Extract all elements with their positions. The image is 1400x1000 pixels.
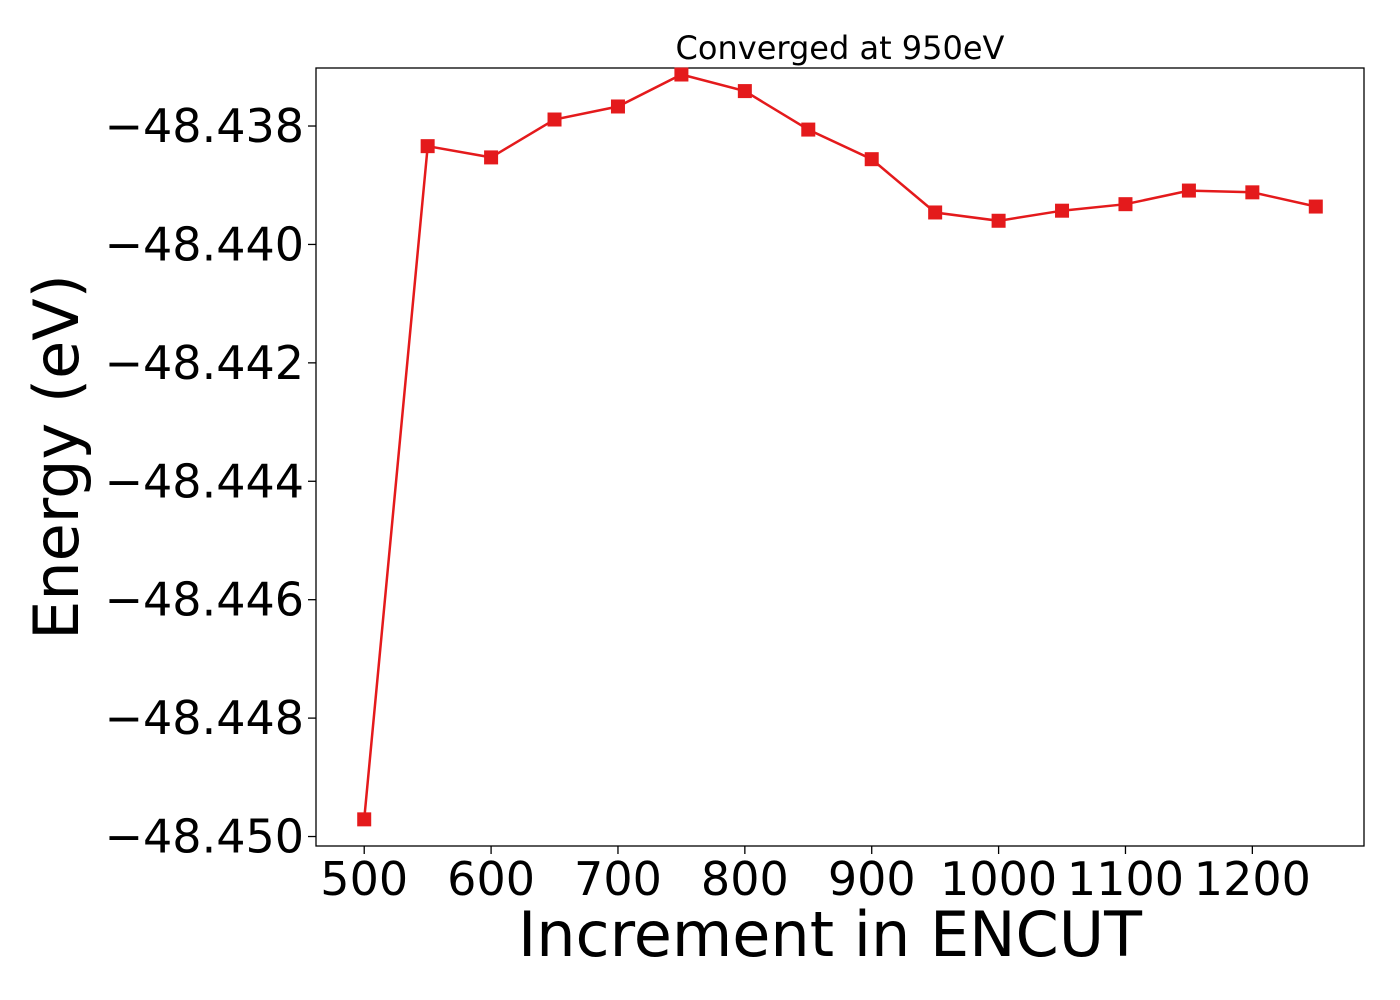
x-tick-label: 500 [320, 852, 408, 906]
y-tick-label: −48.440 [105, 217, 305, 271]
data-point-marker [928, 205, 943, 220]
x-tick-label: 1100 [1067, 852, 1184, 906]
x-tick-label: 800 [701, 852, 789, 906]
data-point-marker [674, 67, 689, 82]
x-axis: 500 600 700 800 900 1000 1100 1200 [320, 846, 1311, 906]
data-point-marker [357, 812, 372, 827]
data-point-marker [420, 139, 435, 154]
x-tick-label: 900 [828, 852, 916, 906]
x-tick-label: 1200 [1194, 852, 1311, 906]
data-point-marker [1308, 199, 1323, 214]
data-point-marker [484, 150, 499, 165]
x-tick-label: 1000 [940, 852, 1057, 906]
data-point-marker [737, 84, 752, 99]
data-point-marker [610, 99, 625, 114]
data-point-marker [864, 152, 879, 167]
y-axis-label: Energy (eV) [20, 274, 93, 640]
y-tick-label: −48.438 [105, 99, 305, 153]
y-tick-label: −48.450 [105, 810, 305, 864]
series-layer [357, 67, 1323, 827]
x-axis-label: Increment in ENCUT [518, 898, 1143, 971]
data-point-marker [1245, 185, 1260, 200]
x-tick-label: 700 [574, 852, 662, 906]
x-tick-label: 600 [447, 852, 535, 906]
y-tick-label: −48.444 [105, 454, 305, 508]
data-point-marker [801, 122, 816, 137]
series-line [362, 73, 1317, 820]
chart-title: Converged at 950eV [676, 29, 1005, 67]
data-point-marker [547, 112, 562, 127]
data-point-marker [1055, 203, 1070, 218]
data-point-marker [1181, 183, 1196, 198]
data-point-marker [991, 213, 1006, 228]
data-point-marker [1118, 197, 1133, 212]
y-tick-label: −48.442 [105, 336, 305, 390]
y-axis: −48.438 −48.440 −48.442 −48.444 −48.446 −48.4… [105, 99, 316, 864]
y-tick-label: −48.448 [105, 691, 305, 745]
y-tick-label: −48.446 [105, 573, 305, 627]
plot-area-frame [315, 67, 1365, 847]
